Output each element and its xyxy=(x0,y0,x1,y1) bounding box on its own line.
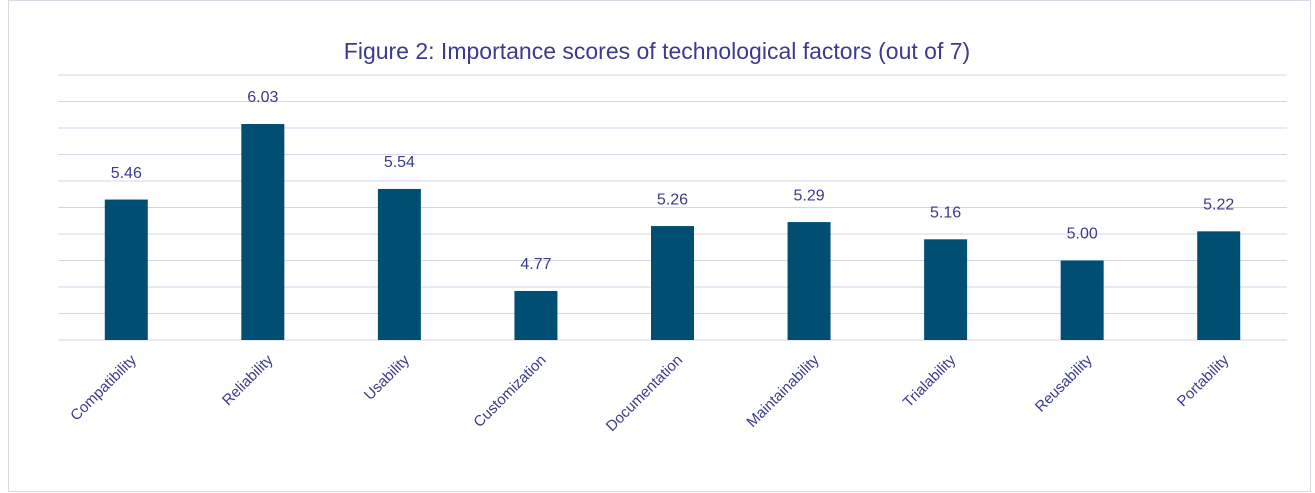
value-label: 5.29 xyxy=(793,187,824,204)
value-label: 4.77 xyxy=(520,256,551,273)
value-label: 5.16 xyxy=(930,205,961,222)
bar xyxy=(514,290,558,340)
bar xyxy=(651,226,694,340)
bar xyxy=(787,222,831,340)
bar xyxy=(241,124,285,341)
chart-title: Figure 2: Importance scores of technolog… xyxy=(344,38,970,64)
bar xyxy=(377,188,421,340)
bar xyxy=(924,239,968,340)
bar xyxy=(1197,231,1241,340)
value-label: 6.03 xyxy=(247,89,278,106)
bar xyxy=(104,199,148,340)
value-label: 5.46 xyxy=(111,165,142,182)
value-label: 5.22 xyxy=(1203,197,1234,214)
value-label: 5.26 xyxy=(657,191,688,208)
value-label: 5.54 xyxy=(384,154,415,171)
bar xyxy=(1060,260,1104,340)
value-label: 5.00 xyxy=(1067,226,1098,243)
